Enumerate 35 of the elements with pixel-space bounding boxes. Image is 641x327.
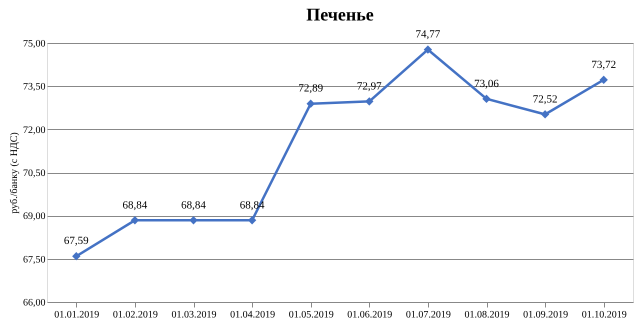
y-tick-label: 70,50 [23, 168, 46, 179]
x-tick-label: 01.05.2019 [288, 310, 334, 320]
point [540, 110, 550, 119]
point [424, 45, 432, 54]
data-label: 72,97 [356, 80, 382, 92]
x-tick-label: 01.06.2019 [347, 310, 392, 320]
data-label: 72,52 [532, 93, 558, 106]
y-tick-label: 69,00 [23, 211, 46, 222]
data-label: 68,84 [181, 199, 206, 212]
y-tick-label: 75,00 [23, 38, 46, 50]
data-label: 73,72 [591, 58, 616, 71]
chart-title: Печенье [306, 4, 374, 25]
y-tick-label: 67,50 [23, 254, 46, 266]
data-label: 74,77 [416, 28, 441, 41]
x-tick-label: 01.10.2019 [582, 310, 627, 320]
x-tick-label: 01.09.2019 [523, 310, 568, 320]
y-tick-label: 73,50 [23, 82, 46, 93]
point [306, 100, 315, 108]
x-tick-label: 01.03.2019 [172, 310, 216, 320]
point [72, 252, 80, 260]
point [600, 76, 608, 84]
point [365, 97, 374, 106]
x-tick-label: 01.08.2019 [464, 310, 510, 320]
y-tick-label: 66,00 [23, 298, 46, 308]
data-label: 72,89 [298, 82, 324, 95]
data-label: 67,59 [64, 235, 90, 248]
data-label: 73,06 [474, 78, 500, 90]
point [482, 94, 491, 104]
x-tick-label: 01.02.2019 [112, 310, 158, 320]
x-tick-label: 01.07.2019 [406, 310, 451, 320]
y-axis-title: руб./банку (с НДС) [9, 132, 20, 214]
data-label: 68,84 [122, 199, 148, 212]
y-tick-label: 72,00 [23, 124, 46, 136]
x-tick-label: 01.01.2019 [54, 310, 100, 320]
x-tick-label: 01.04.2019 [230, 310, 276, 320]
